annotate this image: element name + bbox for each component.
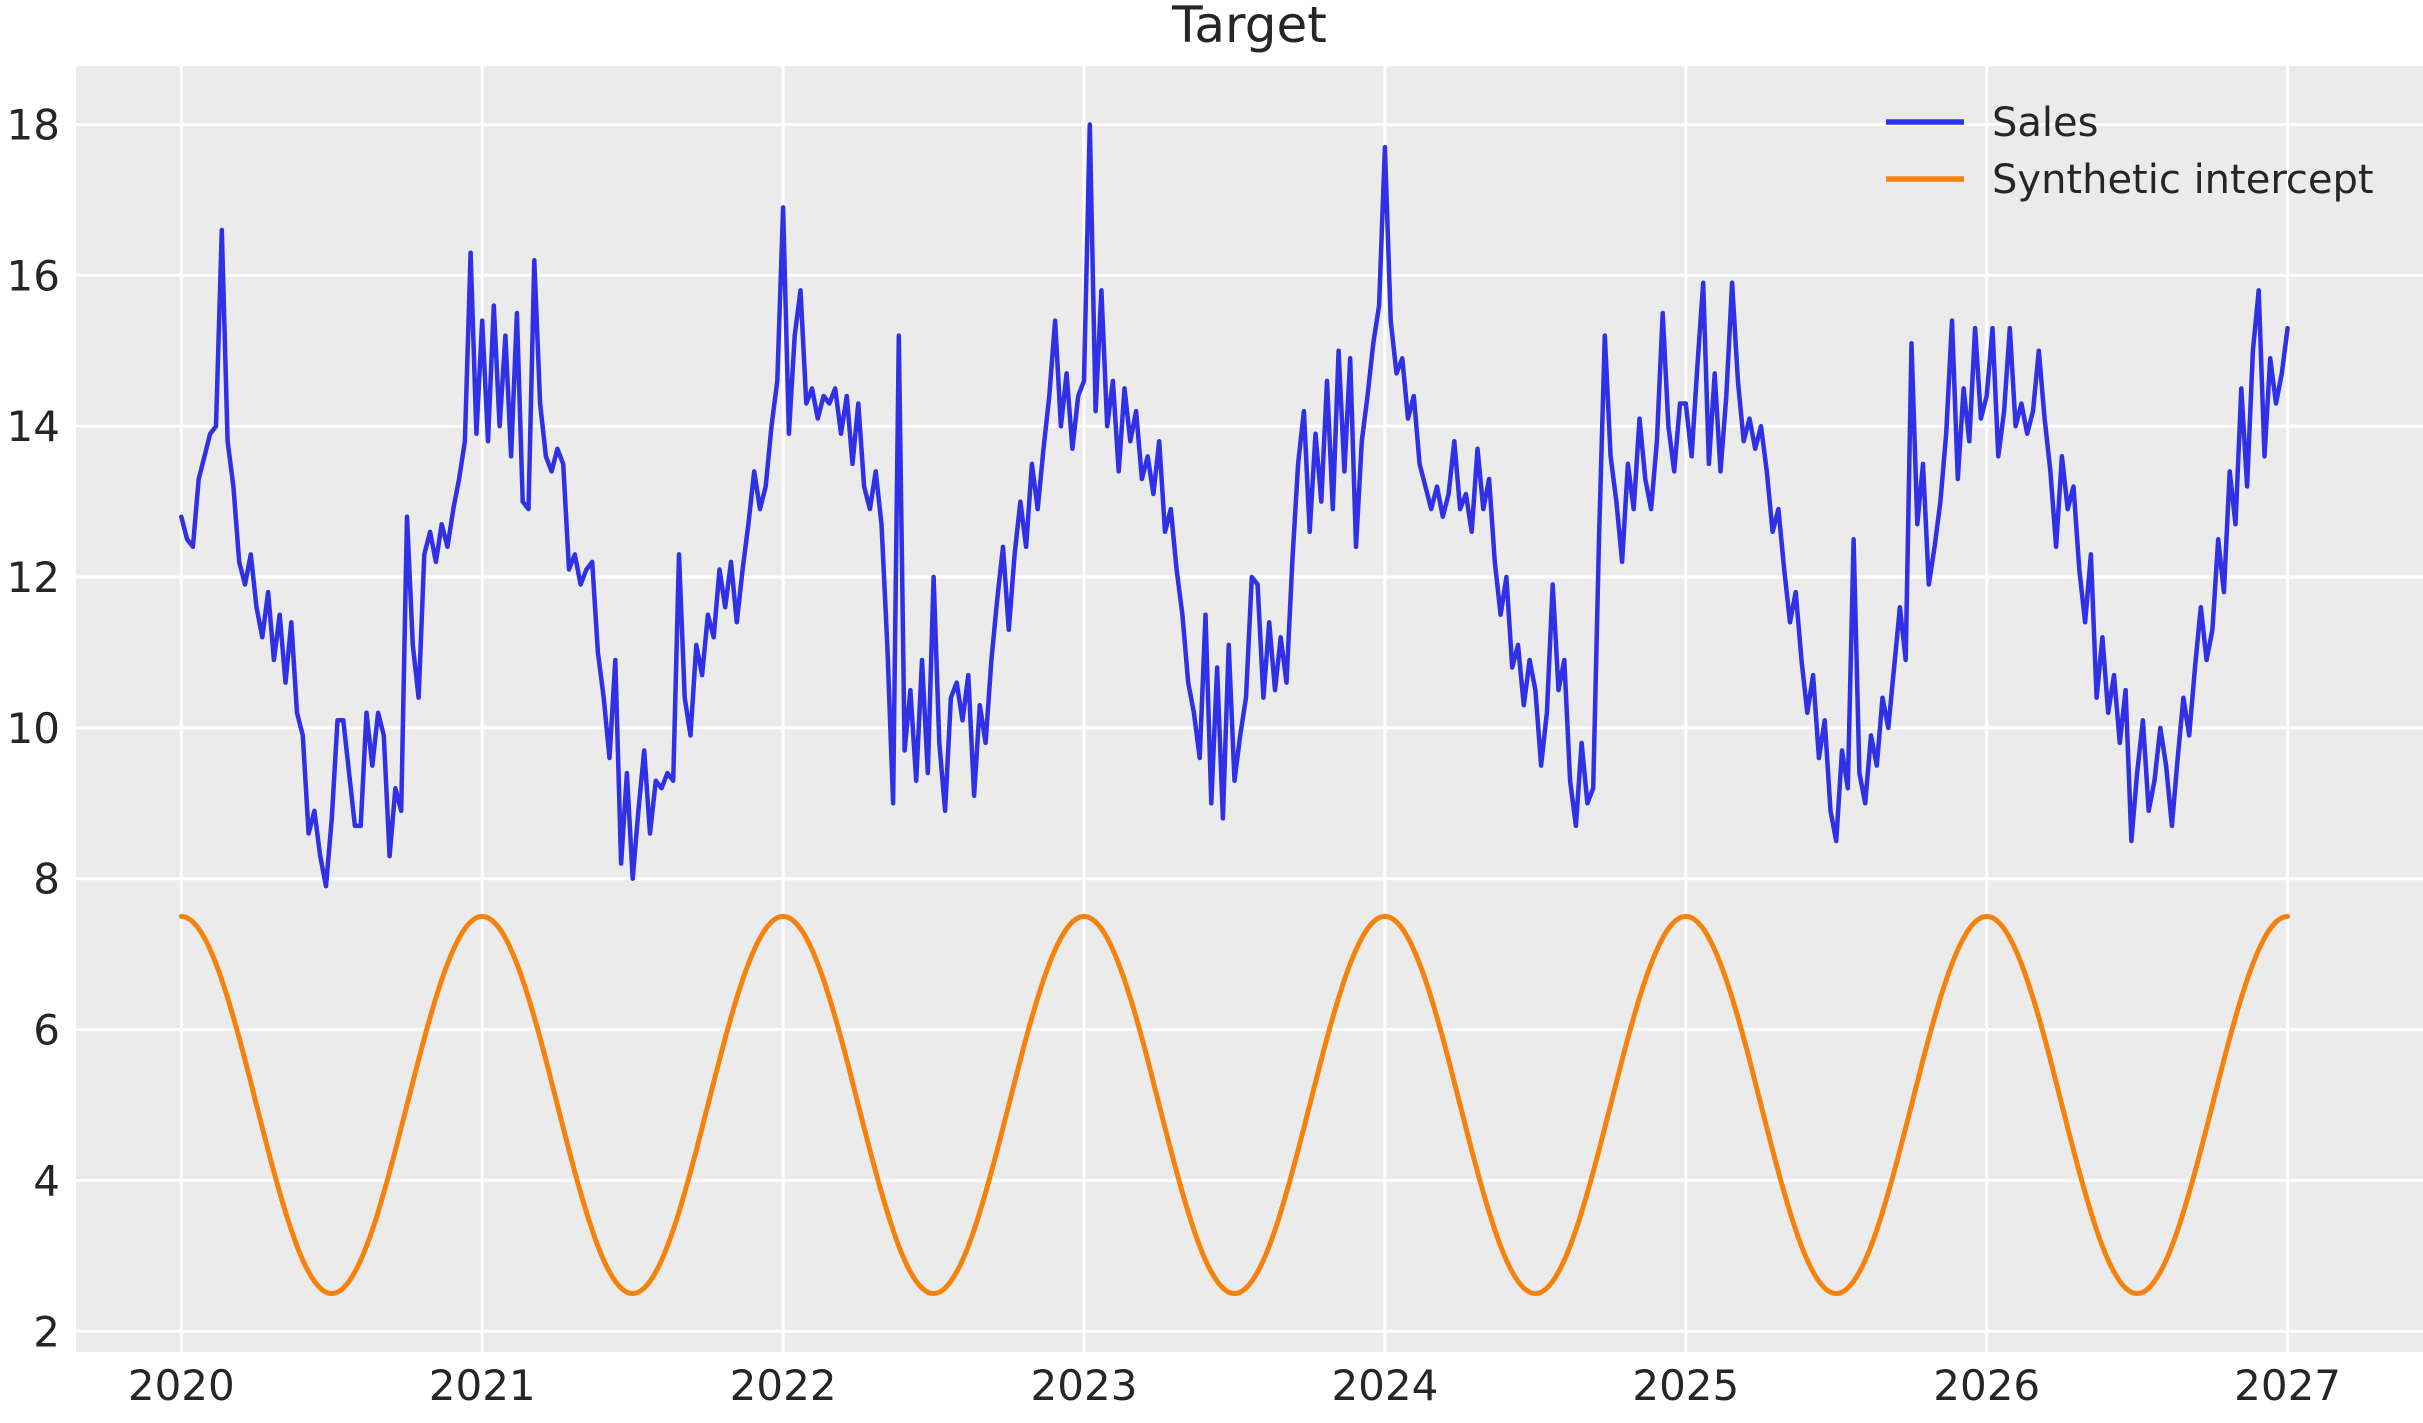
x-tick-label: 2021	[429, 1361, 536, 1410]
y-tick-label: 10	[7, 704, 60, 753]
y-tick-label: 18	[7, 100, 60, 149]
x-tick-label: 2020	[128, 1361, 235, 1410]
x-tick-label: 2026	[1933, 1361, 2040, 1410]
x-tick-label: 2024	[1331, 1361, 1438, 1410]
x-tick-label: 2022	[730, 1361, 837, 1410]
y-tick-label: 16	[7, 251, 60, 300]
x-tick-label: 2027	[2234, 1361, 2341, 1410]
legend-label: Sales	[1992, 100, 2098, 146]
series-line-sales	[179, 122, 2290, 889]
chart-title: Target	[1171, 0, 1327, 54]
x-tick-label: 2025	[1632, 1361, 1739, 1410]
plot-area	[76, 66, 2423, 1352]
legend-label: Synthetic intercept	[1992, 157, 2374, 203]
series-line-synthetic-intercept	[178, 913, 2291, 1296]
y-tick-label: 14	[7, 402, 60, 451]
y-tick-label: 6	[33, 1006, 60, 1055]
x-tick-label: 2023	[1031, 1361, 1138, 1410]
y-tick-label: 4	[33, 1156, 60, 1205]
y-tick-label: 2	[33, 1307, 60, 1356]
y-tick-label: 12	[7, 553, 60, 602]
y-tick-label: 8	[33, 855, 60, 904]
